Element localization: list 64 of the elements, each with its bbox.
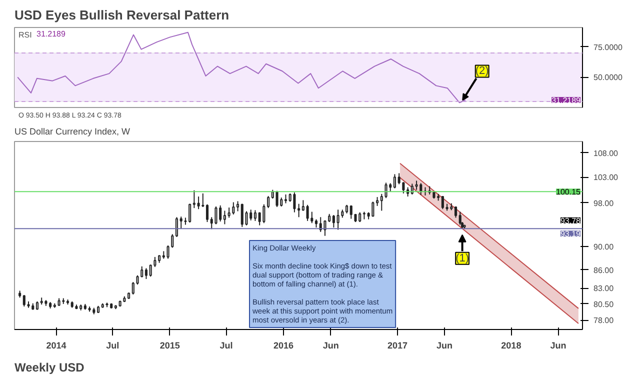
candlestick [254,210,256,222]
candlestick [441,196,444,210]
candlestick [175,216,178,238]
candlestick [336,209,340,230]
candlestick [180,216,182,230]
x-tick-label: Jul [220,340,233,350]
annotation: 93.78 [560,216,582,226]
y-tick-label: 83.00 [594,284,614,294]
candlestick [236,200,240,212]
annotation: 31.2189 [552,96,582,105]
candlestick [415,180,418,190]
ref-line-label: 93.19 [560,230,582,239]
candlestick [206,204,209,223]
x-tick-label: 2016 [274,340,294,350]
y-tick-label: 98.00 [594,198,614,208]
candlestick [166,244,170,260]
x-tick-label: Jun [436,340,453,350]
candlestick [149,264,152,278]
y-tick-label: 80.50 [594,300,614,309]
candlestick [171,234,174,248]
text: Weekly USD [14,360,85,374]
text: 31.2189 [36,30,66,38]
annotation: (2) [475,65,489,78]
candlestick [372,201,374,218]
candlestick [267,196,270,209]
candlestick [393,174,396,189]
candlestick [232,202,235,215]
y-tick-label: 108.00 [594,148,619,158]
chart-subtitle: US Dollar Currency Index, W [14,126,131,136]
candlestick [276,190,278,208]
candlestick [332,214,335,228]
candlestick [298,203,300,218]
candlestick [197,196,200,210]
candlestick [223,210,226,225]
candlestick [458,211,462,226]
annotation: (1) [456,252,470,264]
x-tick-label: 2015 [160,340,180,350]
candlestick [188,203,192,224]
x-tick-label: 2018 [501,340,522,350]
y-tick-label: 75.0000 [594,42,623,52]
candlestick [144,268,148,280]
candlestick [262,204,266,224]
x-tick-label: Jun [322,340,339,350]
candlestick [293,192,296,213]
x-tick-label: 2014 [46,340,66,350]
y-tick-label: 50.0000 [594,73,623,82]
y-tick-label: 86.00 [594,266,614,275]
ref-line-label: 100.15 [556,188,582,197]
chart-title: USD Eyes Bullish Reversal Pattern [14,8,230,22]
x-tick-label: 2017 [388,340,408,350]
candlestick [380,193,383,212]
candlestick [192,190,196,209]
candlestick [202,192,204,208]
y-tick-label: 90.00 [594,242,614,252]
y-tick-label: 78.00 [594,316,614,326]
candlestick [306,204,309,222]
y-tick-label: 103.00 [594,173,619,182]
text: RSI [18,30,32,40]
candlestick [384,182,388,199]
x-tick-label: Jul [106,340,120,350]
candlestick [350,204,352,220]
x-tick-label: Jun [550,340,566,350]
candlestick [228,207,230,218]
candlestick [214,206,218,225]
